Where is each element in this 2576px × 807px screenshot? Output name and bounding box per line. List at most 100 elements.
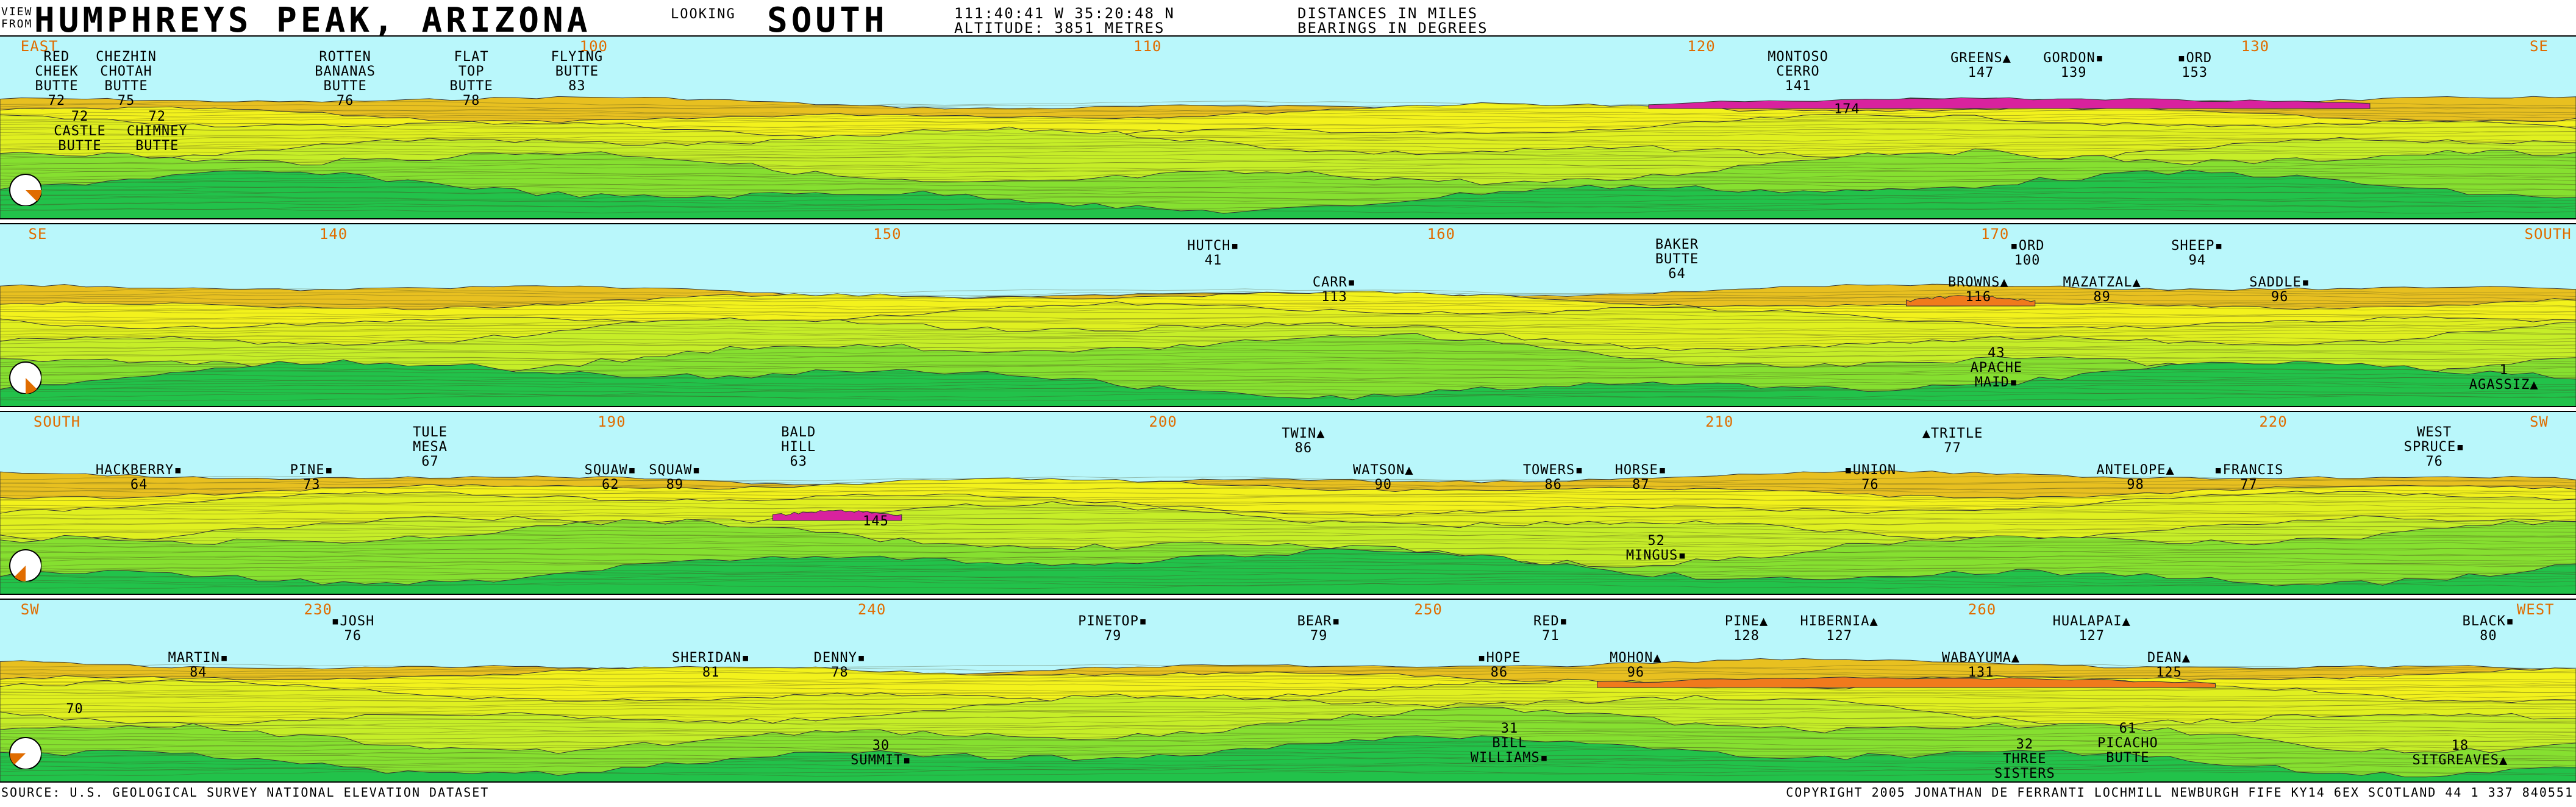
contour-line [0, 569, 2576, 575]
contour-line [0, 123, 2576, 129]
peak-label-line: WILLIAMS▪ [1470, 750, 1549, 766]
location-title: HUMPHREYS PEAK, ARIZONA [34, 1, 591, 40]
peak-label: 30 SUMMIT▪ [851, 739, 912, 768]
contour-line [0, 368, 2576, 374]
peak-label-line: 78 [462, 93, 480, 108]
contour-line [0, 575, 2576, 581]
contour-line [0, 702, 2576, 708]
peak-label: ROTTEN BANANAS BUTTE 76 [315, 50, 376, 108]
peak-label-line: CHOTAH [100, 64, 152, 79]
contour-line [0, 666, 2576, 673]
contour-line [0, 362, 2576, 369]
peak-label-line: ▲TRITLE [1922, 426, 1983, 441]
peak-label: BROWNS▲ 116 [1948, 276, 2009, 305]
contour-line [0, 294, 2576, 300]
contour-line [0, 514, 2576, 521]
terrain-view [0, 283, 2576, 406]
peak-label: MARTIN▪ 84 [168, 651, 229, 680]
contour-line [0, 147, 2576, 154]
peak-label: GORDON▪ 139 [2043, 51, 2104, 80]
peak-label-line: 72 [148, 109, 166, 124]
bearing-tick: 160 [1427, 226, 1455, 243]
contour-line [0, 754, 2576, 761]
peak-label: 72 CHIMNEY BUTTE [127, 110, 188, 154]
peak-label: SHEEP▪ 94 [2171, 239, 2223, 268]
contour-line [0, 663, 2576, 670]
peak-label-line: 81 [702, 665, 720, 680]
peak-label-line: 77 [1944, 441, 1961, 456]
contour-line [0, 748, 2576, 755]
peak-label-line: 72 [71, 109, 89, 124]
contour-line [0, 511, 2576, 518]
contour-line [0, 128, 2576, 134]
bearing-tick: EAST [20, 38, 59, 55]
peak-label-line: 174 [1833, 102, 1860, 117]
contour-line [0, 125, 2576, 131]
peak-label-line: 96 [2271, 290, 2289, 305]
contour-line [0, 119, 2576, 126]
contour-line [0, 205, 2576, 211]
peak-label: MOHON▲ 96 [1610, 651, 1661, 680]
peak-label: ▪JOSH 76 [331, 614, 374, 644]
peak-label-line: GORDON▪ [2043, 51, 2104, 66]
contour-line [0, 307, 2576, 314]
direction-title: SOUTH [767, 1, 888, 40]
peak-label-line: BALD [781, 425, 816, 440]
contour-line [0, 105, 2576, 112]
peak-label: SHERIDAN▪ 81 [672, 651, 750, 680]
bearing-tick: 130 [2241, 38, 2270, 55]
peak-label-line: 71 [1542, 628, 1560, 644]
compass-pie-icon [9, 549, 41, 581]
bearing-tick: 200 [1149, 413, 1177, 430]
peak-label: PINE▪ 73 [290, 463, 334, 492]
contour-line [0, 376, 2576, 382]
peak-label: 1 AGASSIZ▲ [2469, 363, 2539, 393]
contour-line [0, 711, 2576, 717]
peak-label: 174 [1834, 102, 1860, 117]
peak-label-line: WABAYUMA▲ [1941, 650, 2021, 666]
peak-label-line: 63 [790, 454, 807, 469]
contour-line [0, 727, 2576, 733]
peak-label-line: 127 [1826, 628, 1853, 644]
peak-label-line: BAKER [1655, 237, 1699, 252]
peak-label-line: GREENS▲ [1950, 51, 2011, 66]
contour-line [0, 507, 2576, 513]
view-from-label: VIEW FROM [1, 6, 32, 30]
contour-line [0, 207, 2576, 214]
contour-line [0, 144, 2576, 151]
peak-label-line: SADDLE▪ [2249, 275, 2310, 290]
peak-label-line: BUTTE [58, 138, 102, 154]
contour-line [0, 389, 2576, 396]
coords-text: 111:40:41 W 35:20:48 N [954, 5, 1175, 22]
contour-line [0, 544, 2576, 551]
peak-label: HUALAPAI▲ 127 [2053, 614, 2131, 644]
peak-label-line: CARR▪ [1312, 275, 1357, 290]
peak-label-line: BEAR▪ [1297, 614, 1341, 629]
peak-label-line: 70 [66, 702, 84, 717]
peak-label: WABAYUMA▲ 131 [1942, 651, 2020, 680]
terrain-band [0, 169, 2576, 218]
peak-label-line: SPRUCE▪ [2403, 439, 2465, 455]
peak-label-line: 147 [1968, 65, 1994, 80]
bearing-tick: 230 [304, 601, 332, 618]
bearing-tick: 120 [1687, 38, 1716, 55]
terrain-band [0, 548, 2576, 594]
contour-line [0, 509, 2576, 515]
bearing-tick: SE [2529, 38, 2549, 55]
contour-line [0, 555, 2576, 562]
peak-label-line: MARTIN▪ [168, 650, 229, 666]
contour-line [0, 765, 2576, 772]
contour-line [0, 686, 2576, 692]
contour-line [0, 550, 2576, 556]
peak-label-line: FLYING [551, 49, 604, 65]
peak-label: ▪UNION 76 [1844, 463, 1896, 492]
contour-line [0, 166, 2576, 172]
contour-line [0, 700, 2576, 706]
contour-line [0, 741, 2576, 747]
peak-label: 52 MINGUS▪ [1626, 534, 1687, 563]
contour-line [0, 199, 2576, 205]
contour-line [0, 152, 2576, 159]
contour-line [0, 738, 2576, 744]
peak-label-line: BUTTE [323, 79, 367, 94]
bearing-tick: SW [2529, 413, 2549, 430]
